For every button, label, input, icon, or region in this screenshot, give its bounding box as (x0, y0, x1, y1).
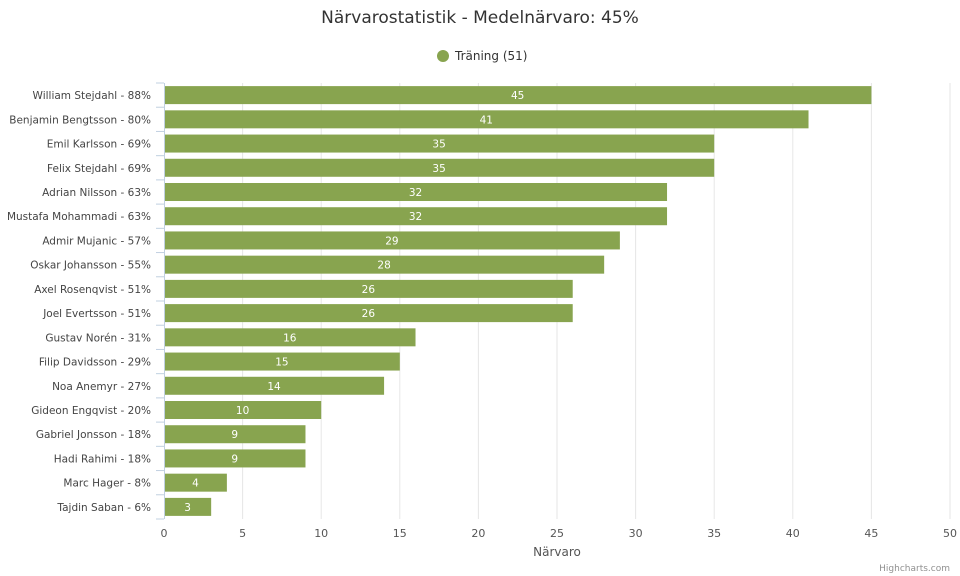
x-tick-label-20: 20 (471, 527, 485, 540)
bar-series (165, 86, 872, 516)
data-label-18: 3 (184, 502, 191, 514)
x-tick-label-25: 25 (550, 527, 564, 540)
bar-8[interactable] (165, 255, 605, 274)
x-tick-label-30: 30 (629, 527, 643, 540)
bar-15[interactable] (165, 425, 306, 444)
legend-label[interactable]: Träning (51) (454, 49, 527, 63)
category-label-17: Marc Hager - 8% (63, 478, 151, 490)
category-label-13: Noa Anemyr - 27% (52, 381, 151, 393)
bar-4[interactable] (165, 158, 715, 177)
data-label-6: 32 (409, 211, 422, 223)
data-label-9: 26 (362, 284, 376, 296)
data-label-2: 41 (480, 114, 493, 126)
bar-17[interactable] (165, 473, 227, 492)
bar-2[interactable] (165, 110, 809, 129)
data-label-4: 35 (432, 163, 445, 175)
x-tick-label-40: 40 (786, 527, 800, 540)
x-tick-label-10: 10 (314, 527, 328, 540)
x-tick-label-5: 5 (239, 527, 246, 540)
bar-13[interactable] (165, 376, 385, 395)
category-label-14: Gideon Engqvist - 20% (31, 405, 151, 417)
x-tick-label-0: 0 (161, 527, 168, 540)
legend[interactable]: Träning (51) (437, 49, 527, 63)
bar-14[interactable] (165, 401, 322, 419)
x-tick-label-45: 45 (864, 527, 878, 540)
bar-1[interactable] (165, 86, 872, 105)
category-label-15: Gabriel Jonsson - 18% (36, 429, 151, 441)
bar-5[interactable] (165, 183, 668, 201)
category-label-9: Axel Rosenqvist - 51% (34, 284, 151, 296)
bar-7[interactable] (165, 231, 620, 250)
category-label-6: Mustafa Mohammadi - 63% (7, 211, 151, 223)
data-label-5: 32 (409, 187, 422, 199)
bar-18[interactable] (165, 497, 212, 516)
data-label-14: 10 (236, 405, 249, 417)
data-label-3: 35 (432, 139, 445, 151)
data-label-12: 15 (275, 357, 288, 369)
category-label-4: Felix Stejdahl - 69% (47, 163, 151, 175)
bar-11[interactable] (165, 328, 416, 347)
data-label-1: 45 (511, 90, 524, 102)
data-label-16: 9 (231, 453, 238, 465)
legend-marker-icon[interactable] (437, 50, 449, 62)
category-label-7: Admir Mujanic - 57% (42, 235, 151, 247)
data-label-11: 16 (283, 332, 297, 344)
value-axis: 0 5 10 15 20 25 30 35 40 45 50 (161, 527, 958, 540)
data-label-17: 4 (192, 478, 199, 490)
grid-lines (164, 83, 951, 519)
x-axis-title: Närvaro (533, 545, 581, 559)
x-tick-label-15: 15 (393, 527, 407, 540)
data-label-13: 14 (267, 381, 281, 393)
bar-6[interactable] (165, 207, 668, 226)
data-label-15: 9 (231, 429, 238, 441)
chart-title: Närvarostatistik - Medelnärvaro: 45% (321, 8, 639, 28)
category-label-18: Tajdin Saban - 6% (56, 502, 151, 514)
category-label-16: Hadi Rahimi - 18% (54, 453, 151, 465)
credits-link[interactable]: Highcharts.com (879, 564, 950, 574)
category-label-2: Benjamin Bengtsson - 80% (9, 114, 151, 126)
bar-16[interactable] (165, 449, 306, 468)
bar-9[interactable] (165, 279, 573, 298)
category-label-1: William Stejdahl - 88% (33, 90, 151, 102)
x-tick-label-50: 50 (943, 527, 957, 540)
category-label-10: Joel Evertsson - 51% (42, 308, 151, 320)
bar-3[interactable] (165, 134, 715, 153)
category-label-8: Oskar Johansson - 55% (30, 260, 151, 272)
bar-10[interactable] (165, 304, 573, 323)
category-label-11: Gustav Norén - 31% (45, 332, 151, 344)
category-label-3: Emil Karlsson - 69% (47, 139, 151, 151)
data-label-7: 29 (385, 235, 398, 247)
data-label-10: 26 (362, 308, 376, 320)
category-label-12: Filip Davidsson - 29% (39, 357, 151, 369)
category-axis: William Stejdahl - 88% Benjamin Bengtsson… (7, 82, 164, 520)
data-label-8: 28 (377, 260, 390, 272)
category-label-5: Adrian Nilsson - 63% (42, 187, 151, 199)
bar-12[interactable] (165, 352, 400, 371)
x-tick-label-35: 35 (707, 527, 721, 540)
